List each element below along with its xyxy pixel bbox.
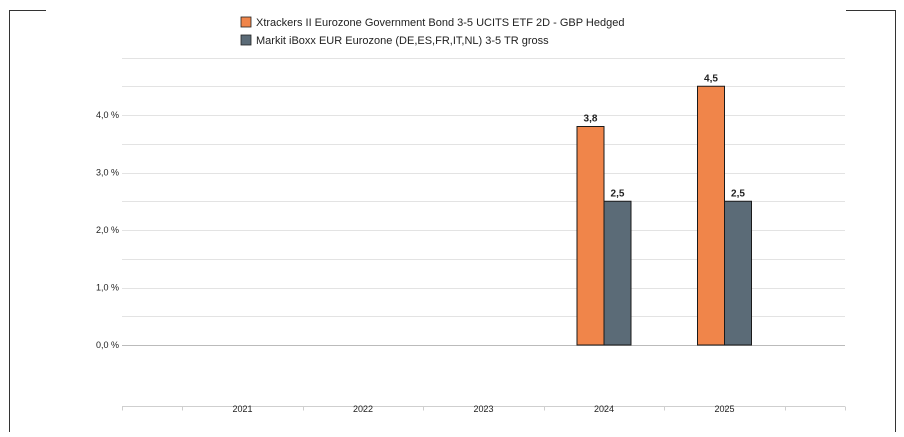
bar-series [576,85,752,346]
data-label: 3,8 [584,114,598,125]
legend: Xtrackers II Eurozone Government Bond 3-… [240,16,624,47]
x-tick-label: 2023 [473,404,493,414]
bar-index-2025 [724,200,752,346]
y-tick-label: 1,0 % [96,283,119,293]
legend-item-index[interactable]: Markit iBoxx EUR Eurozone (DE,ES,FR,IT,N… [240,34,549,47]
x-tick-label: 2021 [232,404,252,414]
y-tick-label: 0,0 % [96,340,119,350]
data-label: 2,5 [611,188,625,199]
y-tick-label: 3,0 % [96,168,119,178]
legend-label-etf: Xtrackers II Eurozone Government Bond 3-… [256,17,624,29]
bar-etf-2025 [697,85,725,346]
bar-index-2024 [603,200,632,346]
data-label: 2,5 [731,188,745,199]
y-tick-label: 4,0 % [96,110,119,120]
x-tick-label: 2025 [714,404,734,414]
y-tick-label: 2,0 % [96,225,119,235]
bar-etf-2024 [576,126,605,346]
x-tick-label: 2022 [353,404,373,414]
x-tick-label: 2024 [594,404,614,414]
y-axis-ticks: 0,0 % 1,0 % 2,0 % 3,0 % 4,0 % [96,110,119,350]
legend-label-index: Markit iBoxx EUR Eurozone (DE,ES,FR,IT,N… [256,35,549,47]
legend-swatch-etf [240,16,252,28]
legend-swatch-index [240,34,252,46]
data-label: 4,5 [704,73,718,84]
x-axis: 2021 2022 2023 2024 2025 [122,404,846,414]
data-labels: 3,8 2,5 4,5 2,5 [584,73,746,199]
legend-item-etf[interactable]: Xtrackers II Eurozone Government Bond 3-… [240,16,624,29]
